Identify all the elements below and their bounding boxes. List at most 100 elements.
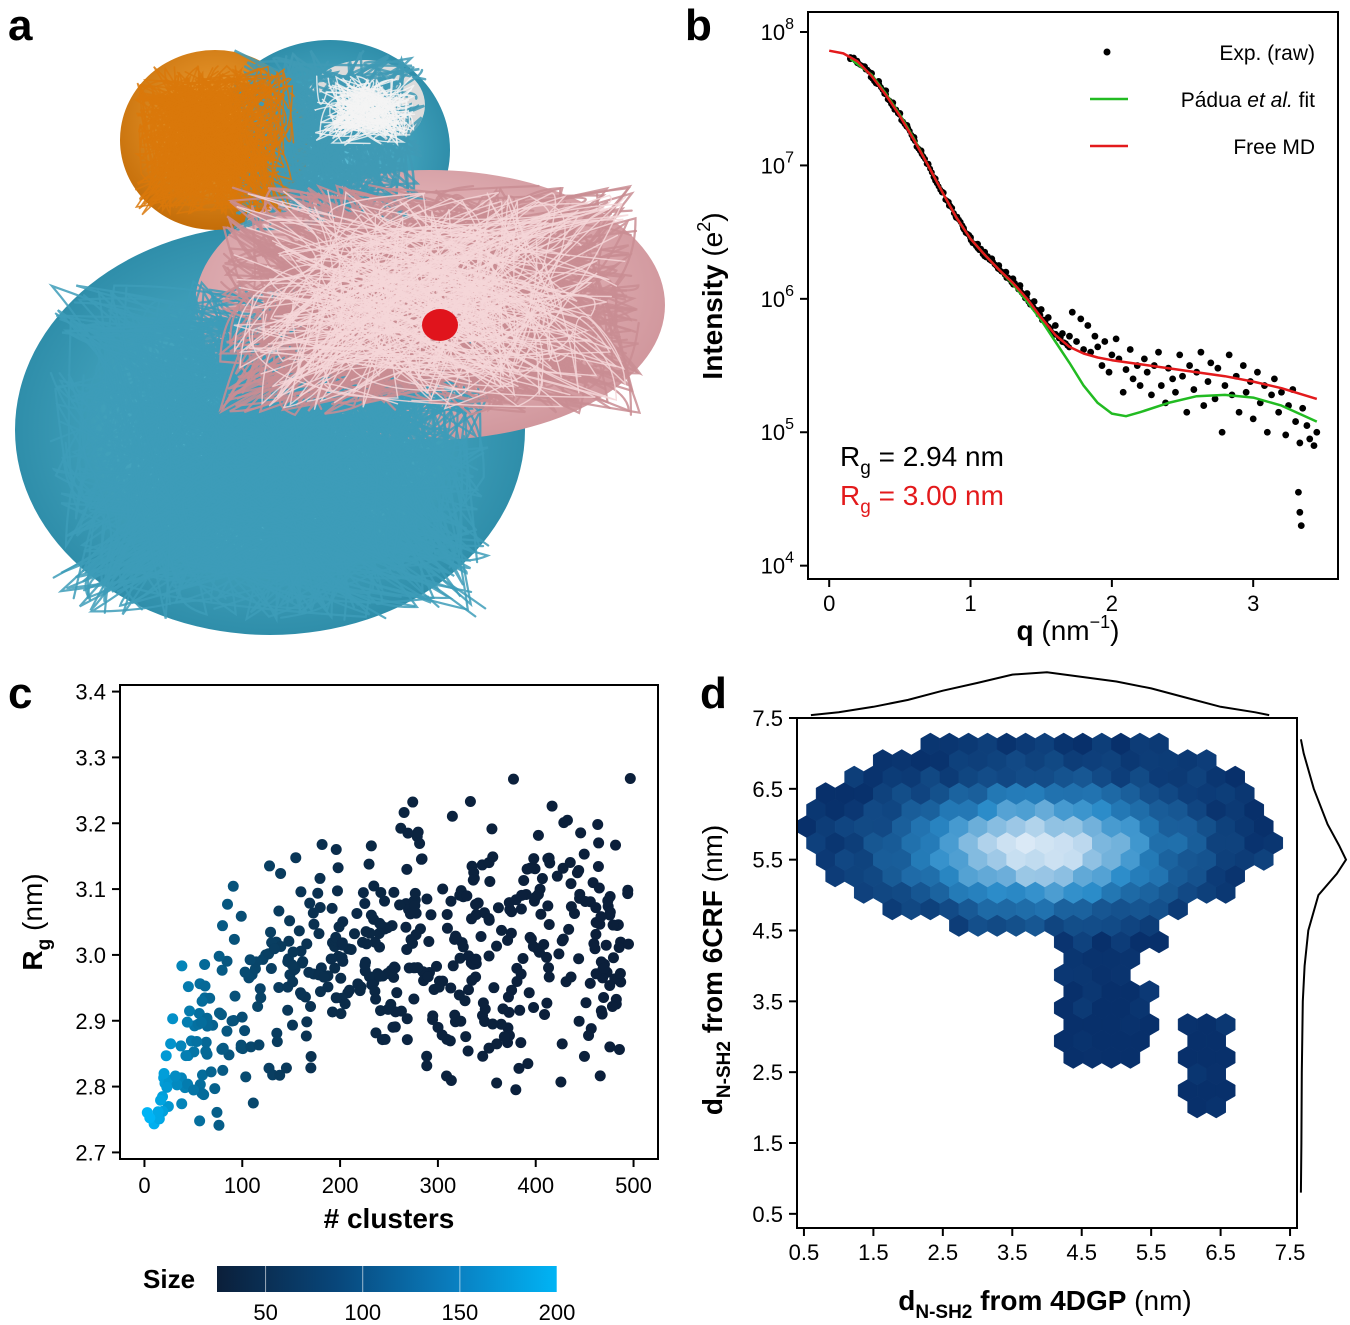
cluster-point <box>427 1013 439 1025</box>
cluster-point <box>196 1069 208 1081</box>
cluster-point <box>487 1018 499 1030</box>
cluster-point <box>305 1001 317 1013</box>
cluster-point <box>283 935 295 947</box>
saxs-y-tick-label: 106 <box>761 283 794 312</box>
hexbin-y-axis-label: dN-SH2 from 6CRF (nm) <box>697 825 735 1115</box>
cluster-point <box>460 1031 472 1043</box>
cluster-point <box>596 1008 608 1020</box>
exp-data-point <box>1136 382 1144 389</box>
cluster-point <box>578 848 590 860</box>
cluster-point <box>247 1097 259 1109</box>
cluster-point <box>510 1084 522 1096</box>
cluster-point <box>155 1094 167 1106</box>
cluster-point <box>253 1039 265 1051</box>
cluster-point <box>467 874 479 886</box>
cluster-point <box>441 922 453 934</box>
cluster-point <box>515 1037 527 1049</box>
panel-label-c: c <box>8 669 33 718</box>
cluster-point <box>389 1021 401 1033</box>
cluster-point <box>497 1003 509 1015</box>
cluster-point <box>158 1068 170 1080</box>
saxs-chart: 0 1 2 3 104 105 106 107 108 Exp. (raw) Pádua et … <box>694 11 1339 646</box>
exp-data-point <box>1140 355 1148 363</box>
cluster-point <box>624 773 636 785</box>
cluster-point <box>515 903 527 915</box>
cluster-point <box>209 1083 221 1095</box>
cluster-point <box>401 1034 413 1046</box>
cluster-point <box>409 899 421 911</box>
cluster-point <box>265 926 277 938</box>
legend-md: Free MD <box>1233 136 1315 159</box>
cluster-point <box>369 936 381 948</box>
cluster-point <box>507 773 519 785</box>
exp-data-point <box>1263 428 1271 436</box>
cluster-point <box>425 909 437 921</box>
exp-data-point <box>1254 368 1261 376</box>
panel-label-a: a <box>8 1 33 50</box>
cluster-point <box>461 890 473 902</box>
legend-fit: Pádua et al. fit <box>1181 89 1315 112</box>
cluster-point <box>184 1005 196 1017</box>
exp-data-point <box>1235 408 1243 416</box>
cluster-point <box>359 959 371 971</box>
cluster-point <box>604 906 616 918</box>
rg-x-tick-label: 400 <box>517 1173 554 1198</box>
cluster-point <box>517 953 529 965</box>
cluster-point <box>326 902 338 914</box>
red-residue <box>422 309 458 341</box>
cluster-point <box>556 1038 568 1050</box>
orange-strands <box>133 64 295 217</box>
cluster-point <box>297 956 309 968</box>
exp-data-point <box>1077 315 1085 323</box>
colorbar-label: Size <box>143 1264 195 1294</box>
cluster-point <box>551 870 563 882</box>
rg-x-tick-label: 500 <box>615 1173 652 1198</box>
cluster-point <box>339 998 351 1010</box>
cluster-point <box>594 1070 606 1082</box>
cluster-point <box>541 997 553 1009</box>
cluster-point <box>583 1029 595 1041</box>
cluster-point <box>522 1058 534 1070</box>
exp-data-point <box>1112 335 1120 343</box>
exp-data-point <box>1157 382 1165 389</box>
cluster-point <box>376 1034 388 1046</box>
hexbin-cell <box>1196 749 1217 772</box>
cluster-point <box>240 1071 252 1083</box>
cluster-point <box>194 1115 206 1127</box>
cluster-point <box>592 861 604 873</box>
exp-data-point <box>1292 418 1299 425</box>
exp-data-point <box>1051 322 1059 329</box>
cluster-point <box>370 993 382 1005</box>
exp-data-point <box>1122 366 1130 373</box>
colorbar-tick-label: 50 <box>253 1300 277 1325</box>
exp-data-point <box>1094 343 1102 351</box>
cluster-point <box>421 1060 433 1072</box>
cluster-point <box>437 883 449 895</box>
exp-data-point <box>1218 428 1226 436</box>
cluster-point <box>213 1119 225 1131</box>
cluster-point <box>374 970 386 982</box>
cluster-point <box>364 927 376 939</box>
exp-data-point <box>1101 338 1109 345</box>
saxs-y-axis-label: Intensity (e2) <box>694 212 728 379</box>
cluster-point <box>330 992 342 1004</box>
cluster-point <box>200 1045 212 1057</box>
cluster-point <box>373 927 385 939</box>
cluster-point <box>176 1098 188 1110</box>
hexbin-chart: 0.5 1.5 2.5 3.5 4.5 5.5 6.5 7.5 0.5 1.5 2.5 3.5 4.5 5… <box>697 671 1348 1323</box>
cluster-point <box>511 975 523 987</box>
colorbar-tick-label: 100 <box>344 1300 381 1325</box>
cluster-point <box>144 1112 156 1124</box>
cluster-point <box>264 860 276 872</box>
cluster-point <box>327 1006 339 1018</box>
cluster-point <box>226 1015 238 1027</box>
cluster-point <box>565 971 577 983</box>
cluster-point <box>542 853 554 865</box>
rg-annotation-exp: Rg = 2.94 nm <box>840 441 1004 479</box>
cluster-point <box>254 983 266 995</box>
cluster-point <box>491 1077 503 1089</box>
cluster-point <box>181 1016 193 1028</box>
exp-data-point <box>1214 364 1222 372</box>
cluster-point <box>573 953 585 965</box>
cluster-point <box>484 876 496 888</box>
